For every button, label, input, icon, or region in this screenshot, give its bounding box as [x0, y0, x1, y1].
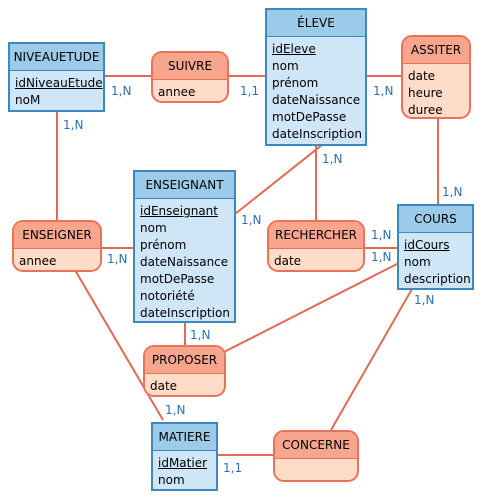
- attr-dateinscription: dateInscription: [272, 127, 362, 141]
- attr-annee: annee: [19, 254, 57, 268]
- assoc-proposer-title: PROPOSER: [145, 347, 224, 374]
- attr-date: date: [408, 69, 436, 83]
- attr-prenom: prénom: [140, 238, 187, 252]
- attr-nom: nom: [272, 59, 299, 73]
- assoc-enseigner[interactable]: ENSEIGNER annee: [12, 220, 102, 272]
- attr-motdepasse: motDePasse: [140, 272, 215, 286]
- attr-idcours: idCours: [404, 238, 450, 252]
- attr-datenaissance: dateNaissance: [140, 255, 229, 269]
- cardinality-matiere-concerne: 1,1: [223, 461, 243, 475]
- attr-nom: nom: [140, 221, 167, 235]
- attr-heure: heure: [408, 86, 443, 100]
- attr-prenom: prénom: [272, 76, 319, 90]
- cardinality-eleve-assister: 1,N: [373, 84, 394, 98]
- assoc-assister-title: ASSITER: [403, 37, 469, 64]
- assoc-proposer[interactable]: PROPOSER date: [143, 345, 226, 397]
- entity-eleve[interactable]: ÉLEVE idEleve nom prénom dateNaissance m…: [265, 8, 367, 146]
- assoc-concerne[interactable]: CONCERNE: [273, 430, 359, 482]
- attr-date: date: [274, 254, 302, 268]
- attr-motdepasse: motDePasse: [272, 110, 347, 124]
- link-cours-concerne: [330, 288, 413, 431]
- attr-notoriete: notoriété: [140, 289, 195, 303]
- entity-niveauetude-title: NIVEAUETUDE: [10, 44, 103, 71]
- attr-nom: nom: [158, 473, 185, 487]
- entity-eleve-title: ÉLEVE: [267, 10, 365, 37]
- attr-nom: noM: [15, 93, 41, 107]
- attr-idniveauetude: idNiveauEtude: [15, 76, 103, 90]
- attr-ideleve: idEleve: [272, 42, 316, 56]
- attr-duree: duree: [408, 103, 443, 117]
- cardinality-niveau-enseigner: 1,N: [63, 118, 84, 132]
- assoc-suivre-title: SUIVRE: [153, 53, 227, 80]
- attr-description: description: [404, 272, 471, 286]
- cardinality-cours-concerne: 1,N: [414, 293, 435, 307]
- attr-datenaissance: dateNaissance: [272, 93, 361, 107]
- assoc-enseigner-title: ENSEIGNER: [14, 222, 100, 249]
- link-cours-proposer: [223, 262, 400, 353]
- cardinality-cours-rechercher-1: 1,N: [371, 228, 392, 242]
- attr-annee: annee: [158, 85, 196, 99]
- entity-enseignant-title: ENSEIGNANT: [135, 172, 234, 199]
- entity-matiere-title: MATIERE: [153, 424, 216, 451]
- entity-enseignant[interactable]: ENSEIGNANT idEnseignant nom prénom dateN…: [133, 170, 236, 323]
- cardinality-enseignant-enseigner: 1,N: [107, 252, 128, 266]
- attr-nom: nom: [404, 255, 431, 269]
- attr-dateinscription: dateInscription: [140, 306, 230, 320]
- entity-cours[interactable]: COURS idCours nom description: [397, 204, 474, 290]
- cardinality-cours-rechercher-2: 1,N: [371, 250, 392, 264]
- cardinality-cours-assister: 1,N: [442, 185, 463, 199]
- cardinality-niveau-suivre: 1,N: [111, 84, 132, 98]
- attr-date: date: [150, 379, 178, 393]
- attr-idmatier: idMatier: [158, 456, 208, 470]
- cardinality-matiere-enseigner: 1,N: [165, 403, 186, 417]
- cardinality-enseignant-eleve: 1,N: [241, 213, 262, 227]
- cardinality-eleve-suivre: 1,1: [240, 84, 260, 98]
- assoc-suivre[interactable]: SUIVRE annee: [151, 51, 229, 103]
- cardinality-eleve-rechercher: 1,N: [322, 152, 343, 166]
- assoc-rechercher[interactable]: RECHERCHER date: [267, 220, 365, 272]
- entity-matiere[interactable]: MATIERE idMatier nom: [151, 422, 218, 491]
- assoc-rechercher-title: RECHERCHER: [269, 222, 363, 249]
- assoc-concerne-title: CONCERNE: [275, 432, 357, 459]
- cardinality-enseignant-proposer: 1,N: [190, 328, 211, 342]
- entity-cours-title: COURS: [399, 206, 472, 233]
- attr-idenseignant: idEnseignant: [140, 204, 218, 218]
- assoc-assister[interactable]: ASSITER date heure duree: [401, 35, 471, 119]
- entity-niveauetude[interactable]: NIVEAUETUDE idNiveauEtude noM: [8, 42, 105, 112]
